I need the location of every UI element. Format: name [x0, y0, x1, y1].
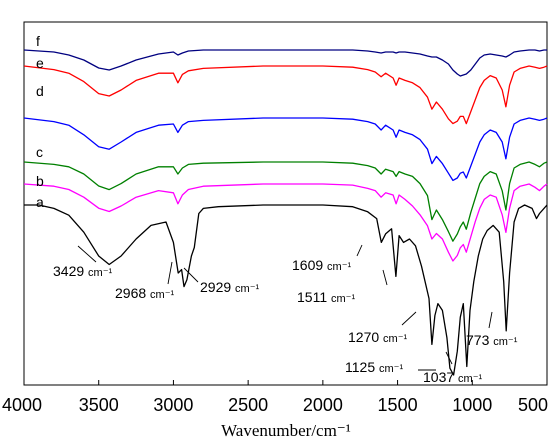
- x-tick-label-2000: 2000: [303, 395, 343, 415]
- peak-annotation-1270: 1270 cm⁻¹: [348, 329, 408, 345]
- x-axis-title: Wavenumber/cm⁻¹: [221, 421, 351, 440]
- peak-leader-line-1037: [445, 351, 453, 365]
- x-tick-label-2500: 2500: [228, 395, 268, 415]
- series-label-e: e: [36, 55, 44, 71]
- series-line-f: [23, 49, 547, 77]
- series-line-b: [23, 183, 548, 262]
- series-layer: [23, 49, 548, 376]
- peak-annotation-1511: 1511 cm⁻¹: [297, 289, 355, 305]
- peak-leader-line-1270: [401, 311, 417, 326]
- series-label-d: d: [36, 83, 44, 99]
- peak-annotation-1609: 1609 cm⁻¹: [292, 257, 352, 273]
- peak-annotation-2968: 2968 cm⁻¹: [115, 285, 175, 301]
- series-label-b: b: [36, 173, 44, 189]
- peak-annotation-773: 773 cm⁻¹: [466, 332, 518, 348]
- x-tick-label-500: 500: [518, 395, 548, 415]
- series-label-c: c: [36, 144, 43, 160]
- peak-annotation-1037: 1037 cm⁻¹: [423, 369, 483, 385]
- x-tick-label-1000: 1000: [452, 395, 492, 415]
- plot-frame: [23, 21, 548, 386]
- peak-annotation-3429: 3429 cm⁻¹: [53, 263, 113, 279]
- x-tick-label-3500: 3500: [79, 395, 119, 415]
- peak-leader-line-3429: [77, 245, 97, 263]
- curve-label-layer: abc def: [36, 33, 44, 210]
- peak-leader-line-1609: [356, 244, 363, 257]
- series-label-f: f: [36, 33, 40, 49]
- series-line-c: [23, 161, 548, 242]
- peak-leader-line-773: [488, 311, 493, 329]
- x-axis-ticks: 4000 3500 3000 2500 2000 1500 1000 500: [2, 380, 548, 415]
- x-tick-label-1500: 1500: [378, 395, 418, 415]
- x-tick-label-3000: 3000: [153, 395, 193, 415]
- series-label-a: a: [36, 194, 44, 210]
- series-line-e: [23, 65, 548, 125]
- peak-annotation-2929: 2929 cm⁻¹: [200, 279, 260, 295]
- series-line-d: [23, 117, 548, 182]
- x-tick-label-4000: 4000: [2, 395, 42, 415]
- peak-annotation-1125: 1125 cm⁻¹: [345, 359, 403, 375]
- peak-leader-line-2968: [167, 261, 173, 285]
- peak-leader-line-2929: [183, 267, 199, 283]
- peak-leader-line-1511: [382, 269, 388, 286]
- series-line-a: [24, 204, 548, 376]
